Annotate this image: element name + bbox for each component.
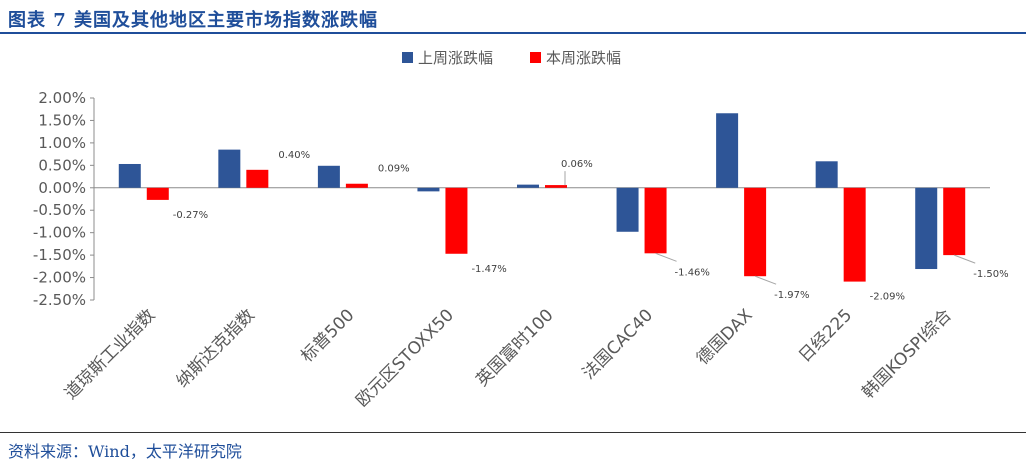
data-label: -1.50% [973,269,1008,280]
x-category-label: 标普500 [297,305,358,366]
bar-last-week [317,165,340,188]
bar-chart: 上周涨跌幅 本周涨跌幅 2.00% 1.50% 1.00% 0.50% 0.00% -0.50… [33,49,1009,411]
data-label-leader [954,254,976,264]
data-label-leader [754,275,777,285]
data-label-leader [655,252,677,262]
y-tick-label: 1.50% [38,111,86,129]
y-tick-label: -0.50% [33,201,86,219]
x-category-label: 日经225 [795,305,856,366]
x-category-label: 英国富时100 [472,305,557,390]
bar-this-week [545,185,567,188]
y-tick-label: -2.50% [33,291,86,309]
title-rule [0,32,1026,34]
data-label: -1.46% [675,267,710,278]
bar-last-week [517,184,539,188]
y-tick-label: -1.50% [33,246,86,264]
x-category-label: 纳斯达克指数 [173,305,259,391]
data-label: 0.40% [278,150,310,161]
bar-this-week [943,187,966,256]
y-tick-label: 2.00% [38,89,86,107]
data-label: -1.97% [774,290,809,301]
data-label: 0.09% [378,164,410,175]
legend-label: 上周涨跌幅 [418,49,493,67]
source-note: 资料来源：Wind，太平洋研究院 [8,442,242,461]
bar-this-week [843,187,866,282]
bar-last-week [118,163,141,188]
legend-swatch [530,52,541,63]
bar-last-week [815,161,838,188]
bar-last-week [218,149,241,188]
legend-label: 本周涨跌幅 [546,49,621,67]
y-tick-label: 0.00% [38,179,86,197]
y-tick-label: 1.00% [38,134,86,152]
bar-this-week [246,169,269,188]
x-category-label: 道琼斯工业指数 [61,305,159,403]
x-category-label: 欧元区STOXX50 [352,305,458,411]
y-tick-label: -1.00% [33,224,86,242]
data-label: 0.06% [561,159,593,170]
footer-rule [0,432,1026,433]
data-label: -1.47% [471,264,506,275]
bar-last-week [915,187,938,270]
bar-this-week [644,187,667,254]
bar-this-week [146,187,169,200]
y-tick-label: 0.50% [38,156,86,174]
data-label: -2.09% [870,292,905,303]
bar-this-week [345,183,368,188]
legend-swatch [402,52,413,63]
bar-last-week [716,113,739,188]
x-category-label: 德国DAX [693,305,757,369]
bar-last-week [417,187,440,192]
x-category-label: 法国CAC40 [579,305,657,383]
bar-last-week [616,187,639,232]
bar-this-week [744,187,767,277]
y-tick-label: -2.00% [33,269,86,287]
figure-title: 图表 7 美国及其他地区主要市场指数涨跌幅 [8,10,379,31]
data-label: -0.27% [173,210,208,221]
bar-this-week [445,187,468,254]
x-category-label: 韩国KOSPI综合 [858,305,955,402]
